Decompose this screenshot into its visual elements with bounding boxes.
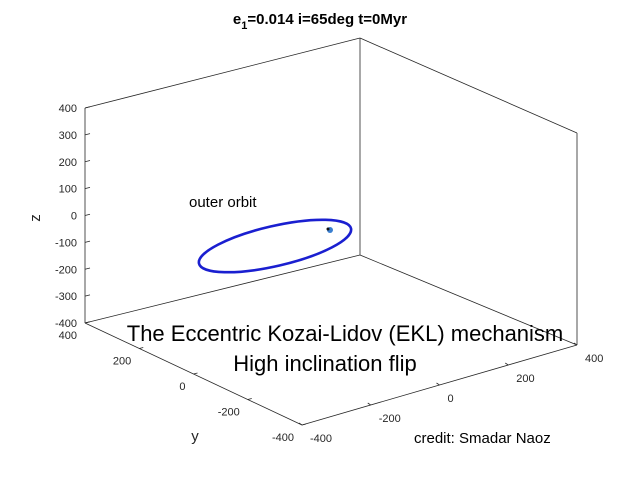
z-tick-labels: -400 -300 -200 -100 0 100 200 300 400 — [55, 103, 77, 330]
x-tick-mark — [505, 362, 509, 366]
outer-orbit-annotation: outer orbit — [189, 194, 257, 211]
z-tick-mark — [84, 160, 91, 163]
inner-orbit-point-dark — [326, 227, 330, 231]
title-subscript: 1 — [241, 20, 247, 32]
x-tick-label: 0 — [448, 393, 454, 405]
y-axis-label: y — [191, 428, 199, 445]
y-tick-label: -200 — [218, 407, 240, 419]
z-tick-mark — [84, 294, 91, 297]
z-tick-label: 300 — [59, 130, 77, 142]
caption-subtitle: High inclination flip — [233, 351, 417, 376]
y-tick-label: 200 — [113, 356, 131, 368]
x-tick-label: 200 — [516, 373, 534, 385]
back-bottom-left — [84, 254, 361, 324]
y-tick-mark — [139, 347, 144, 349]
x-tick-label: -200 — [379, 413, 401, 425]
y-tick-mark — [301, 423, 307, 426]
y-tick-mark — [247, 398, 252, 400]
y-tick-label: 0 — [179, 381, 185, 393]
x-tick-mark — [436, 382, 440, 386]
x-tick-label: 400 — [585, 353, 603, 365]
y-tick-mark — [84, 321, 90, 324]
outer-orbit-series — [197, 218, 353, 274]
z-tick-label: 100 — [59, 184, 77, 196]
z-tick-label: 200 — [59, 157, 77, 169]
z-tick-mark — [84, 213, 91, 216]
z-tick-mark — [84, 240, 91, 243]
z-axis-label: z — [27, 214, 44, 222]
outer-orbit-ellipse — [197, 218, 353, 274]
z-tick-label: -200 — [55, 264, 77, 276]
x-tick-mark — [367, 402, 371, 406]
title-e: e — [233, 11, 241, 28]
z-tick-mark — [84, 133, 91, 136]
y-tick-label: 400 — [59, 330, 77, 342]
x-tick-mark — [298, 422, 303, 426]
z-tick-label: -100 — [55, 237, 77, 249]
credit-text: credit: Smadar Naoz — [414, 430, 551, 447]
x-tick-mark — [573, 342, 578, 346]
back-top-left — [84, 37, 361, 109]
back-bottom-right — [359, 254, 578, 346]
z-tick-mark — [84, 186, 91, 190]
z-tick-label: -400 — [55, 318, 77, 330]
inner-body-marker — [326, 227, 333, 233]
caption-title: The Eccentric Kozai-Lidov (EKL) mechanis… — [126, 321, 564, 346]
chart-title: e1=0.014 i=65deg t=0Myr — [233, 11, 407, 32]
y-tick-mark — [193, 372, 198, 375]
z-tick-marks — [84, 106, 91, 324]
y-tick-label: -400 — [272, 432, 294, 444]
title-rest: =0.014 i=65deg t=0Myr — [247, 11, 407, 28]
z-tick-label: 0 — [71, 211, 77, 223]
y-tick-labels: -400 -200 0 200 400 — [59, 321, 307, 444]
z-tick-label: 400 — [59, 103, 77, 115]
z-tick-mark — [84, 106, 91, 109]
x-tick-label: -400 — [310, 433, 332, 445]
back-top-right — [359, 37, 578, 134]
z-tick-label: -300 — [55, 291, 77, 303]
z-tick-mark — [84, 267, 91, 270]
x-tick-labels: -400 -200 0 200 400 — [298, 342, 603, 445]
